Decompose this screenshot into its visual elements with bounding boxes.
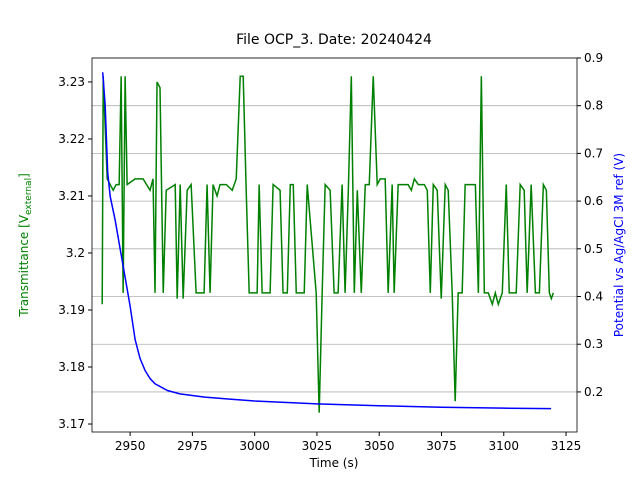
y-axis-label-sub: external [24, 178, 34, 215]
series-line [101, 75, 555, 413]
plot-frame [91, 57, 578, 433]
x-tick-label: 3125 [551, 439, 582, 453]
y-tick-label: 3.21 [58, 189, 85, 203]
y2-tick-label: 0.5 [584, 242, 603, 256]
y-tick-label: 3.2 [66, 246, 85, 260]
x-tick-label: 3050 [364, 439, 395, 453]
series-line [101, 72, 552, 410]
y2-tick-label: 0.2 [584, 385, 603, 399]
y2-tick-label: 0.4 [584, 290, 603, 304]
y2-tick-label: 0.7 [584, 146, 603, 160]
x-tick-label: 3000 [239, 439, 270, 453]
x-axis-label: Time (s) [309, 456, 359, 470]
y2-tick-label: 0.9 [584, 51, 603, 65]
x-tick-label: 3025 [302, 439, 333, 453]
y-tick-label: 3.23 [58, 75, 85, 89]
y-tick-label: 3.17 [58, 417, 85, 431]
y-tick-label: 3.18 [58, 360, 85, 374]
y-tick-label: 3.19 [58, 303, 85, 317]
x-tick-label: 2950 [115, 439, 146, 453]
x-tick-label: 2975 [177, 439, 208, 453]
x-tick-label: 3100 [488, 439, 519, 453]
y2-tick-label: 0.6 [584, 194, 603, 208]
y2-tick-label: 0.3 [584, 337, 603, 351]
y-axis-label-part: Transmittance [V [17, 214, 31, 318]
x-tick-label: 3075 [426, 439, 457, 453]
y-tick-label: 3.22 [58, 132, 85, 146]
chart-title: File OCP_3. Date: 20240424 [236, 32, 432, 48]
y-axis-label: Transmittance [Vexternal] [17, 173, 34, 318]
y-axis-label-part: ] [17, 173, 31, 178]
y2-tick-label: 0.8 [584, 99, 603, 113]
y2-axis-label: Potential vs Ag/AgCl 3M ref (V) [612, 153, 626, 337]
